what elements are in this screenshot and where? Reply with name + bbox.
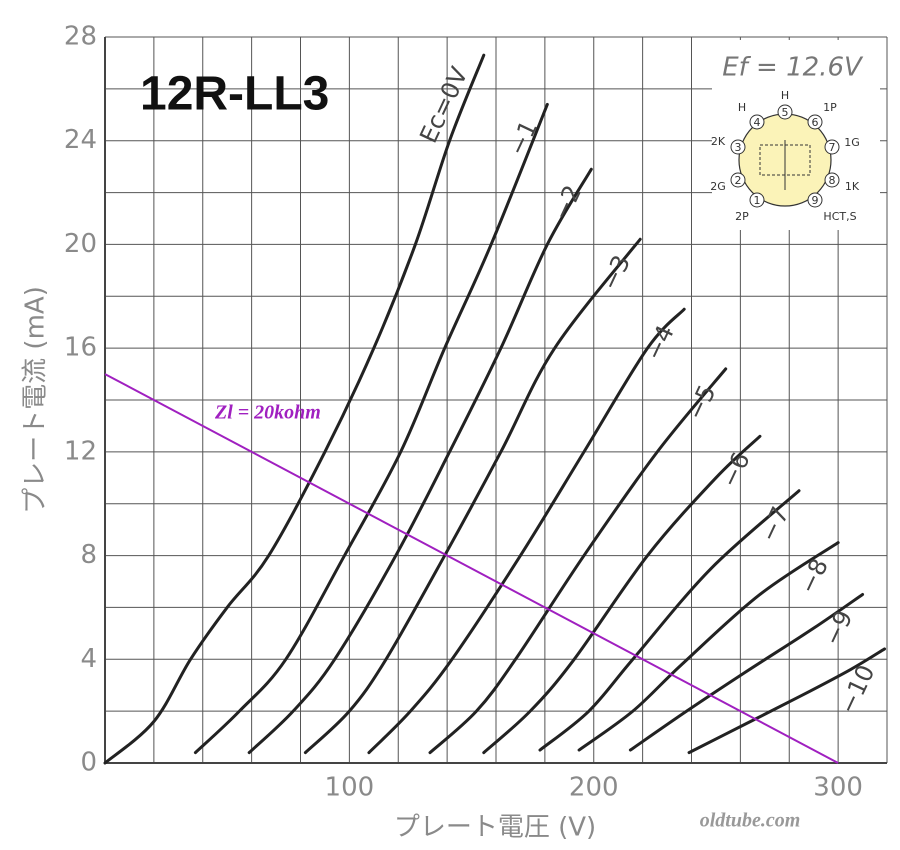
pin-number: 8 <box>829 174 836 187</box>
heater-label: Ef = 12.6V <box>722 53 864 83</box>
characteristic-curve <box>687 647 887 755</box>
grid <box>104 36 888 764</box>
characteristic-curve <box>577 541 840 752</box>
pin <box>824 139 840 155</box>
y-tick-label: 4 <box>80 644 97 674</box>
chart-title: 12R-LL3 <box>140 68 329 121</box>
x-axis-title: プレート電圧 (V) <box>394 813 596 843</box>
pin-label: H <box>781 89 789 102</box>
pin <box>807 114 823 130</box>
x-tick-label: 200 <box>569 773 619 803</box>
pin-number: 7 <box>829 141 836 154</box>
pin <box>749 192 765 208</box>
pin-number: 3 <box>735 141 742 154</box>
pin-label: 1G <box>844 136 860 149</box>
y-tick-label: 8 <box>80 540 97 570</box>
characteristic-curve <box>193 102 549 755</box>
y-tick-label: 20 <box>64 229 97 259</box>
x-tick-label: 100 <box>325 773 375 803</box>
pin-label: 2G <box>710 180 726 193</box>
pin-label: 2P <box>735 210 749 223</box>
y-tick-label: 16 <box>64 333 97 363</box>
pin-label: 2K <box>711 135 726 148</box>
pin-label: 1K <box>845 180 860 193</box>
pin-number: 4 <box>754 116 761 129</box>
characteristic-curve <box>247 167 593 755</box>
characteristic-curve <box>103 53 486 765</box>
pin <box>730 139 746 155</box>
pin <box>730 172 746 188</box>
characteristic-curve <box>303 237 642 755</box>
y-axis-title: プレート電流 (mA) <box>21 286 51 514</box>
pin <box>807 192 823 208</box>
pin <box>749 114 765 130</box>
pin-number: 9 <box>812 194 819 207</box>
x-tick-label: 300 <box>813 773 863 803</box>
curves <box>103 53 887 765</box>
y-tick-label: 12 <box>64 436 97 466</box>
pin <box>824 172 840 188</box>
pin-label: HCT,S <box>823 210 856 223</box>
pin-number: 6 <box>812 116 819 129</box>
characteristic-curve <box>367 307 686 755</box>
pin <box>777 104 793 120</box>
pin-label: 1P <box>823 101 837 114</box>
pin-number: 1 <box>754 194 761 207</box>
watermark: oldtube.com <box>700 810 801 832</box>
characteristic-curve <box>538 489 801 752</box>
y-tick-label: 24 <box>64 125 97 155</box>
load-line <box>104 373 839 764</box>
characteristic-curve <box>482 434 762 755</box>
load-line-label: Zl = 20kohm <box>214 402 321 424</box>
y-tick-label: 0 <box>80 748 97 778</box>
pin-label: H <box>738 101 746 114</box>
pin-number: 2 <box>735 174 742 187</box>
characteristic-curve <box>428 367 728 755</box>
characteristic-curve <box>628 592 865 752</box>
y-tick-label: 28 <box>64 22 97 52</box>
pin-number: 5 <box>782 106 789 119</box>
